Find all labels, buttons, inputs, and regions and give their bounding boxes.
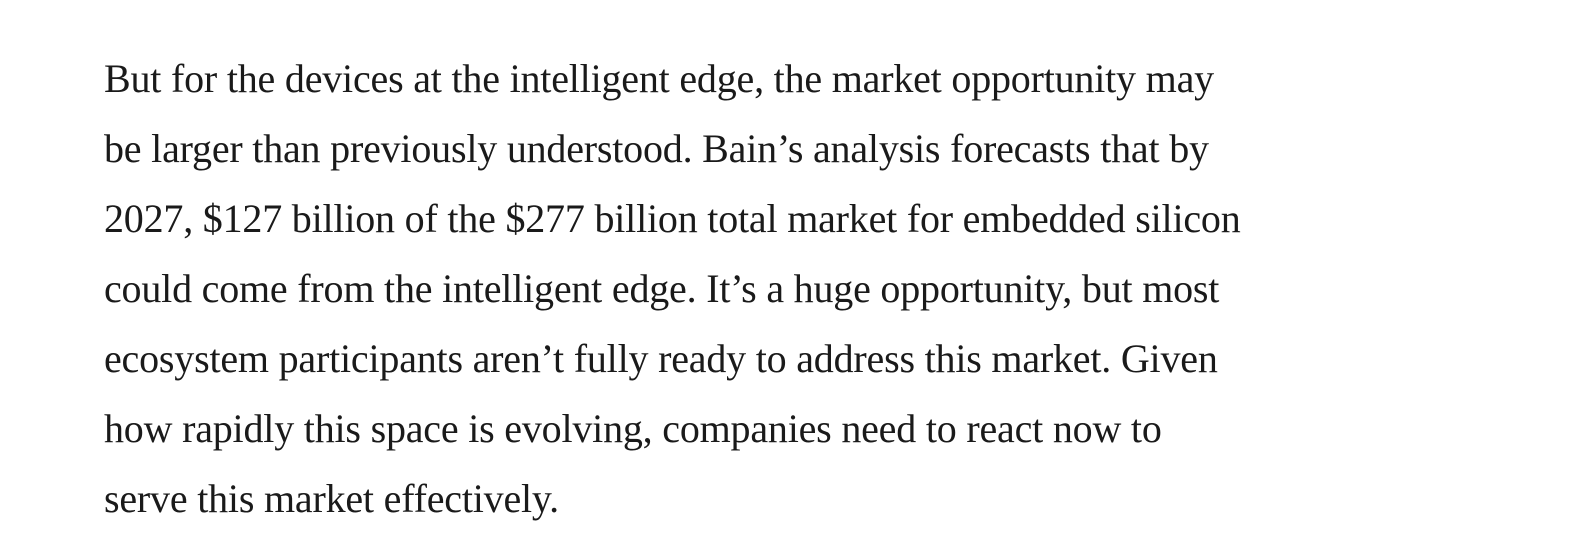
body-paragraph: But for the devices at the intelligent e… (104, 44, 1514, 534)
paragraph-line: 2027, $127 billion of the $277 billion t… (104, 196, 1241, 241)
paragraph-line: be larger than previously understood. Ba… (104, 126, 1209, 171)
paragraph-line: how rapidly this space is evolving, comp… (104, 406, 1162, 451)
paragraph-line: ecosystem participants aren’t fully read… (104, 336, 1218, 381)
article-body: But for the devices at the intelligent e… (104, 44, 1514, 534)
paragraph-line: serve this market effectively. (104, 476, 559, 521)
paragraph-line: could come from the intelligent edge. It… (104, 266, 1220, 311)
paragraph-line: But for the devices at the intelligent e… (104, 56, 1214, 101)
